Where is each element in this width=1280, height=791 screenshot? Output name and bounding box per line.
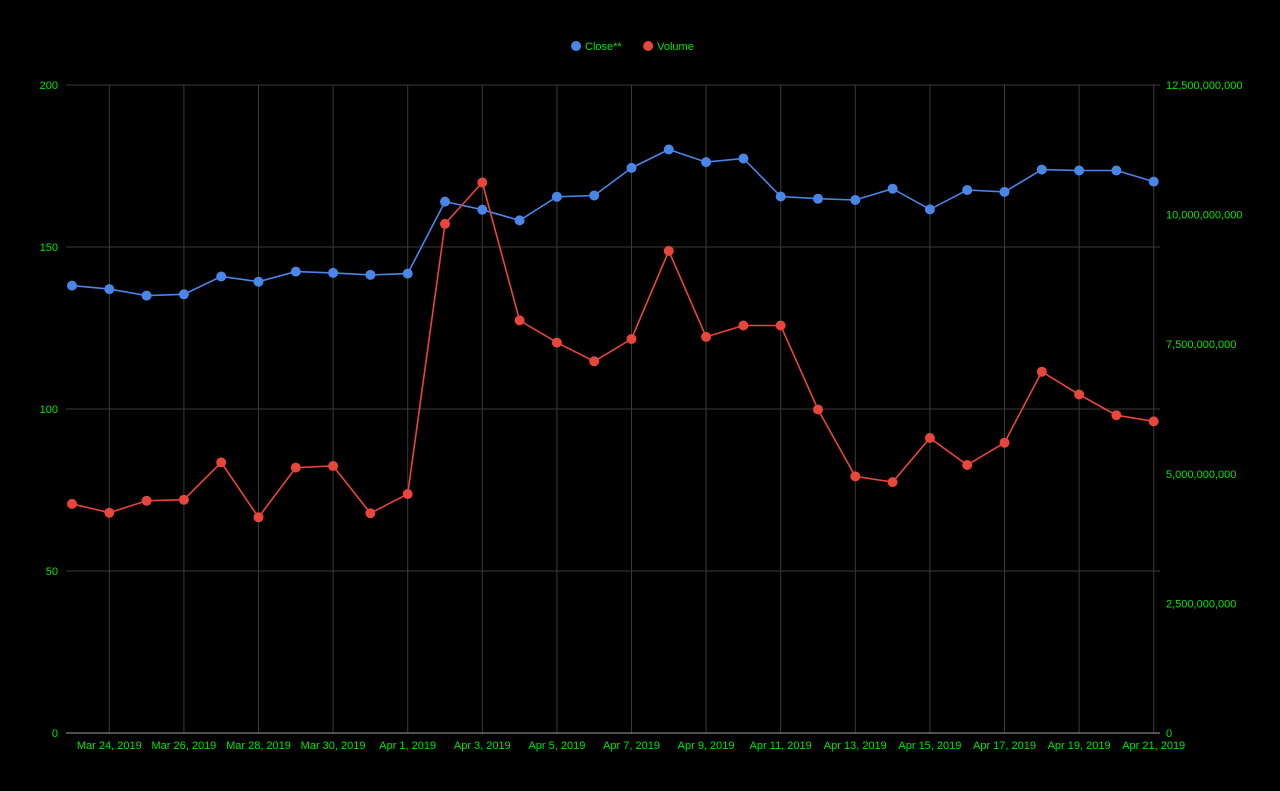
close-data-point — [328, 267, 339, 278]
volume-data-point — [999, 437, 1010, 448]
volume-data-point — [402, 489, 413, 499]
close-data-point — [402, 268, 413, 279]
series-layer — [67, 144, 1159, 523]
close-data-point — [1036, 164, 1047, 175]
close-data-point — [999, 186, 1010, 197]
close-series-line — [71, 148, 1154, 297]
close-data-point — [887, 183, 898, 194]
volume-data-point — [551, 337, 562, 348]
close-data-point — [1074, 165, 1085, 176]
volume-data-point — [514, 315, 525, 326]
x-axis: Mar 24, 2019 Mar 26, 2019 Mar 28, 2019 Mar … — [77, 740, 1185, 752]
volume-data-point — [738, 320, 749, 331]
y-left-tick-label: 150 — [40, 242, 58, 254]
volume-data-point — [1148, 416, 1159, 427]
volume-data-point — [1036, 366, 1047, 377]
close-data-point — [253, 276, 264, 287]
volume-data-point — [365, 508, 376, 519]
x-tick-label: Apr 17, 2019 — [973, 740, 1036, 752]
volume-data-point — [626, 334, 637, 344]
right-axis: 0 2,500,000,000 5,000,000,000 7,500,000,000… — [1166, 80, 1242, 740]
y-right-tick-label: 10,000,000,000 — [1166, 210, 1242, 222]
close-data-point — [104, 284, 115, 295]
volume-data-point — [775, 320, 786, 331]
y-right-tick-label: 2,500,000,000 — [1166, 598, 1236, 610]
volume-data-point — [104, 507, 115, 518]
x-tick-label: Apr 5, 2019 — [528, 740, 585, 752]
volume-data-point — [67, 498, 77, 509]
x-tick-label: Apr 3, 2019 — [454, 740, 511, 752]
volume-data-point — [701, 331, 712, 342]
close-data-point — [738, 153, 749, 164]
close-data-point — [514, 215, 525, 226]
close-data-point — [365, 269, 376, 280]
close-data-point — [67, 280, 77, 291]
close-data-point — [813, 193, 823, 204]
y-right-tick-label: 12,500,000,000 — [1166, 80, 1242, 92]
volume-data-point — [813, 404, 823, 415]
volume-data-point — [850, 471, 861, 482]
legend: Close** Volume — [571, 41, 694, 53]
y-left-tick-label: 200 — [40, 80, 58, 92]
close-data-point — [663, 144, 674, 155]
close-data-point — [626, 162, 637, 173]
close-data-point — [1148, 176, 1159, 187]
volume-data-point — [141, 495, 152, 506]
close-data-point — [440, 196, 450, 207]
close-data-point — [962, 185, 973, 195]
y-left-tick-label: 0 — [52, 728, 58, 740]
volume-series-line — [71, 180, 1154, 519]
close-data-point — [290, 266, 301, 277]
legend-swatch-volume — [643, 41, 654, 51]
volume-data-point — [253, 512, 264, 523]
volume-data-point — [663, 245, 674, 256]
close-data-point — [216, 271, 227, 282]
x-tick-label: Mar 30, 2019 — [301, 740, 366, 752]
volume-data-point — [1074, 389, 1085, 400]
x-tick-label: Apr 9, 2019 — [678, 740, 735, 752]
close-data-point — [178, 289, 189, 300]
y-right-tick-label: 0 — [1166, 728, 1172, 740]
x-tick-label: Mar 26, 2019 — [151, 740, 216, 752]
volume-data-point — [924, 433, 935, 443]
close-data-point — [141, 290, 152, 301]
x-tick-label: Mar 24, 2019 — [77, 740, 142, 752]
y-left-tick-label: 100 — [40, 404, 58, 416]
volume-data-point — [1111, 410, 1122, 421]
volume-data-point — [216, 457, 227, 468]
volume-data-point — [962, 460, 973, 470]
close-data-point — [850, 195, 861, 205]
close-data-point — [924, 204, 935, 215]
volume-data-point — [477, 177, 488, 188]
volume-data-point — [328, 461, 339, 471]
volume-data-point — [887, 477, 898, 488]
volume-data-point — [290, 462, 301, 473]
close-data-point — [589, 190, 600, 201]
legend-label-volume: Volume — [657, 41, 694, 53]
x-tick-label: Apr 7, 2019 — [603, 740, 660, 752]
y-left-tick-label: 50 — [46, 566, 58, 578]
legend-swatch-close — [571, 41, 582, 51]
left-axis: 0 50 100 150 200 — [40, 80, 58, 740]
volume-data-point — [178, 494, 189, 505]
x-tick-label: Apr 19, 2019 — [1048, 740, 1111, 752]
close-data-point — [701, 157, 712, 168]
close-data-point — [1111, 165, 1122, 176]
close-data-point — [775, 191, 786, 202]
x-tick-label: Apr 21, 2019 — [1122, 740, 1185, 752]
x-tick-label: Apr 15, 2019 — [898, 740, 961, 752]
volume-data-point — [589, 356, 600, 367]
legend-label-close: Close** — [585, 41, 622, 53]
x-tick-label: Apr 11, 2019 — [750, 740, 812, 752]
y-right-tick-label: 5,000,000,000 — [1166, 469, 1236, 481]
y-right-tick-label: 7,500,000,000 — [1166, 339, 1236, 351]
x-tick-label: Mar 28, 2019 — [226, 740, 291, 752]
volume-data-point — [440, 218, 450, 229]
close-data-point — [477, 204, 488, 215]
x-tick-label: Apr 1, 2019 — [379, 740, 436, 752]
x-tick-label: Apr 13, 2019 — [824, 740, 887, 752]
close-data-point — [551, 191, 562, 202]
